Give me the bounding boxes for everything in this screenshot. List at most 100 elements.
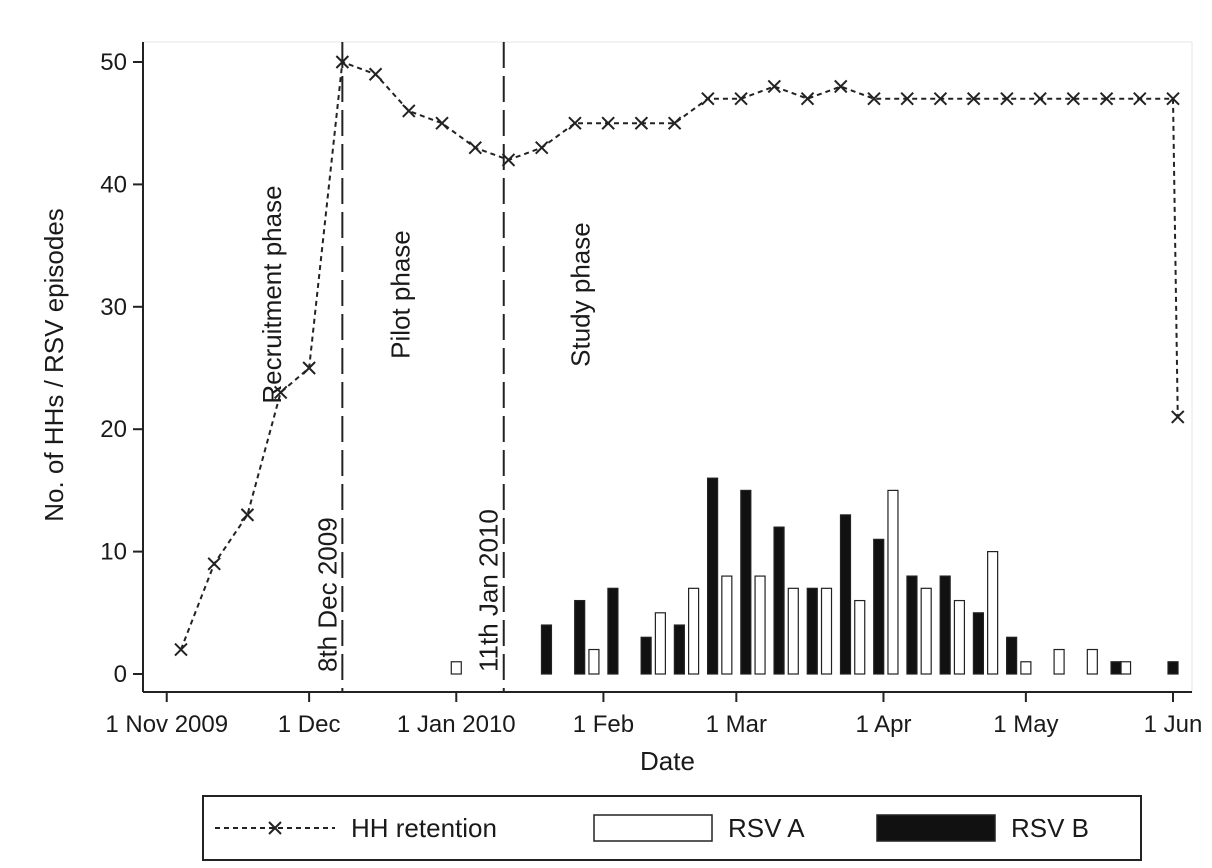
hh-retention-point [468, 140, 482, 155]
legend-label: RSV A [728, 813, 805, 843]
hh-retention-point [368, 67, 383, 81]
hh-retention-point [568, 116, 582, 130]
hh-retention-point [273, 385, 288, 400]
hh-retention-point [535, 140, 549, 155]
cross-marker-icon [240, 508, 255, 522]
cross-marker-icon [1166, 92, 1180, 106]
y-tick-label: 20 [100, 416, 127, 443]
rsv-b-bar [972, 612, 985, 675]
y-tick-label: 40 [100, 171, 127, 198]
rsv-a-bar [787, 587, 799, 675]
cross-marker-icon [207, 557, 221, 571]
x-tick-label: 1 Jan 2010 [397, 711, 516, 738]
cross-marker-icon [435, 116, 449, 130]
cross-marker-icon [900, 92, 914, 106]
rsv-b-bar [939, 575, 951, 675]
cross-marker-icon [701, 92, 715, 106]
rsv-b-bar [673, 624, 685, 675]
cross-marker-icon [867, 92, 881, 106]
legend: HH retention RSV A RSV B [202, 795, 1142, 861]
x-tick-label: 1 Dec [278, 711, 341, 738]
rsv-b-bar [806, 587, 818, 675]
rsv-b-bar [873, 538, 885, 675]
plot-area [142, 41, 1193, 693]
cross-marker-icon [767, 79, 782, 94]
cross-marker-icon [501, 153, 516, 167]
y-axis-title: No. of HHs / RSV episodes [39, 208, 69, 522]
hh-retention-point [1033, 92, 1047, 106]
cross-marker-icon [335, 55, 350, 69]
rsv-a-bar [920, 587, 932, 675]
phase-date-label: 11th Jan 2010 [474, 509, 504, 672]
rsv-b-bar [1110, 661, 1122, 675]
cross-marker-icon [1099, 92, 1114, 106]
y-tick-label: 0 [114, 661, 127, 688]
cross-marker-icon [734, 92, 748, 106]
phase-name-label: Pilot phase [385, 230, 415, 359]
cross-marker-icon [273, 385, 288, 400]
legend-marker [268, 821, 282, 835]
hh-retention-point [834, 79, 848, 94]
legend-item-rsv-a: RSV A [593, 813, 805, 843]
cross-marker-icon [966, 92, 981, 106]
legend-item-hh-retention: HH retention [215, 813, 497, 843]
rsv-b-bar [906, 575, 918, 675]
x-axis-title: Date [640, 746, 695, 776]
legend-swatch [876, 814, 996, 842]
phase-name-label: Recruitment phase [257, 185, 287, 403]
cross-marker-icon [1171, 410, 1185, 424]
cross-marker-icon [402, 104, 416, 118]
rsv-a-bar [1020, 661, 1032, 675]
hh-retention-point [867, 92, 881, 106]
rsv-b-bar [740, 489, 752, 675]
x-tick-label: 1 Apr [855, 711, 911, 738]
x-tick-label: 1 Jun [1144, 711, 1203, 738]
legend-item-rsv-b: RSV B [876, 813, 1089, 843]
rsv-b-bar [640, 636, 652, 675]
rsv-a-bar [1086, 648, 1098, 675]
rsv-b-bar [1167, 661, 1179, 675]
cross-marker-icon [368, 67, 383, 81]
x-tick-label: 1 May [993, 711, 1058, 738]
legend-label: RSV B [1011, 813, 1089, 843]
hh-retention-point [1066, 92, 1081, 106]
rsv-a-bar [953, 599, 966, 675]
cross-marker-icon [568, 116, 582, 130]
rsv-b-bar [540, 624, 553, 675]
phase-date-label: 8th Dec 2009 [312, 517, 342, 672]
cross-marker-icon [268, 821, 282, 835]
rsv-a-bar [820, 587, 833, 675]
rsv-a-bar [1053, 648, 1065, 675]
cross-marker-icon [535, 140, 549, 155]
rsv-a-bar [721, 575, 733, 675]
hh-retention-point [302, 361, 316, 375]
cross-marker-icon [634, 116, 649, 130]
rsv-b-bar [839, 514, 852, 675]
cross-marker-icon [1033, 92, 1047, 106]
hh-retention-point [734, 92, 748, 106]
rsv-b-bar [574, 599, 586, 675]
cross-marker-icon [601, 116, 615, 130]
x-tick-label: 1 Nov 2009 [105, 711, 228, 738]
y-tick-label: 10 [100, 539, 127, 566]
rsv-a-bar [754, 575, 766, 675]
cross-marker-icon [667, 116, 682, 130]
hh-retention-point [174, 642, 188, 657]
hh-retention-point [335, 55, 350, 69]
hh-retention-point [601, 116, 615, 130]
hh-retention-point [900, 92, 914, 106]
hh-retention-point [966, 92, 981, 106]
hh-retention-point [1099, 92, 1114, 106]
hh-retention-point [501, 153, 516, 167]
rsv-b-bar [706, 477, 719, 675]
rsv-a-bar [854, 599, 866, 675]
cross-marker-icon [834, 79, 848, 94]
rsv-a-bar [588, 648, 600, 675]
hh-retention-point [402, 104, 416, 118]
rsv-a-bar [654, 612, 666, 675]
hh-retention-point [1133, 92, 1147, 106]
rsv-b-bar [773, 526, 785, 675]
hh-retention-point [933, 92, 948, 106]
hh-retention-line [180, 60, 1179, 650]
cross-marker-icon [1000, 92, 1014, 106]
